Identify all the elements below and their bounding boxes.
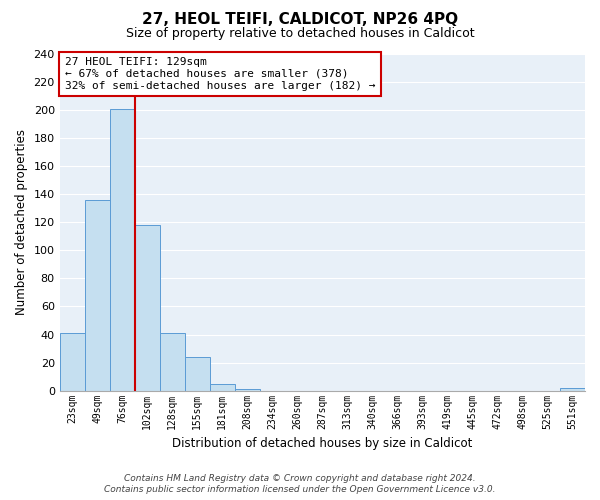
Bar — [85, 200, 110, 390]
X-axis label: Distribution of detached houses by size in Caldicot: Distribution of detached houses by size … — [172, 437, 473, 450]
Text: Size of property relative to detached houses in Caldicot: Size of property relative to detached ho… — [125, 28, 475, 40]
Text: Contains HM Land Registry data © Crown copyright and database right 2024.
Contai: Contains HM Land Registry data © Crown c… — [104, 474, 496, 494]
Bar — [210, 384, 235, 390]
Bar — [110, 108, 135, 390]
Text: 27 HEOL TEIFI: 129sqm
← 67% of detached houses are smaller (378)
32% of semi-det: 27 HEOL TEIFI: 129sqm ← 67% of detached … — [65, 58, 376, 90]
Bar — [235, 389, 260, 390]
Bar — [185, 357, 210, 390]
Bar — [59, 333, 85, 390]
Bar — [135, 225, 160, 390]
Bar — [160, 333, 185, 390]
Bar — [560, 388, 585, 390]
Text: 27, HEOL TEIFI, CALDICOT, NP26 4PQ: 27, HEOL TEIFI, CALDICOT, NP26 4PQ — [142, 12, 458, 28]
Y-axis label: Number of detached properties: Number of detached properties — [15, 130, 28, 316]
